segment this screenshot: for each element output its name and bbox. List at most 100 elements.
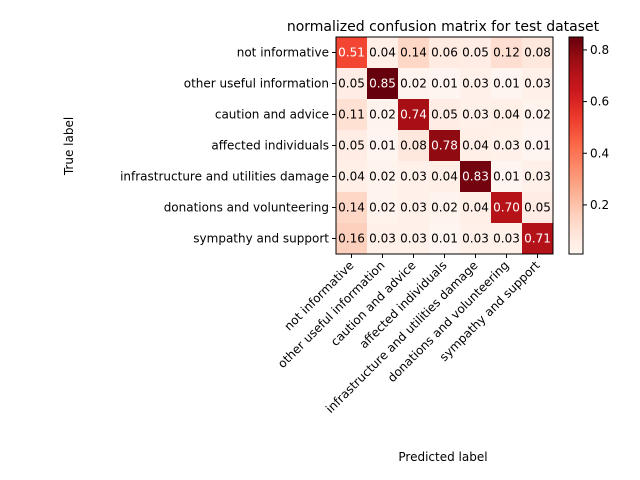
cell-value-label: 0.02 [400,77,427,91]
heatmap-cell [429,192,461,224]
heatmap-cell [460,161,492,193]
cell-value-label: 0.02 [369,108,396,122]
heatmap-cell [522,161,554,193]
cell-value-label: 0.51 [338,46,365,60]
cell-value-label: 0.04 [431,170,458,184]
cell-value-label: 0.04 [462,201,489,215]
heatmap-cell [398,68,430,100]
heatmap-cell [460,130,492,162]
heatmap-cell [522,130,554,162]
heatmap-cell [398,161,430,193]
cell-value-label: 0.08 [400,139,427,153]
heatmap-cell [429,37,461,69]
y-axis-label: True label [62,117,76,176]
heatmap-cell [336,68,368,100]
heatmap-cell [336,130,368,162]
y-tick-label: other useful information [184,77,329,91]
heatmap-cell [336,192,368,224]
cell-value-label: 0.11 [338,108,365,122]
heatmap-cell [429,130,461,162]
heatmap-cell [367,37,399,69]
cell-value-label: 0.02 [369,170,396,184]
heatmap-cell [398,37,430,69]
cell-value-label: 0.12 [493,46,520,60]
y-tick-label: infrastructure and utilities damage [120,170,329,184]
heatmap-cell [522,192,554,224]
cell-value-label: 0.71 [524,232,551,246]
heatmap-cells: 0.51 0.04 0.14 0.06 0.05 0.12 0.08 0.05 0.85 0.02… [336,37,554,255]
cell-value-label: 0.06 [431,46,458,60]
cell-value-label: 0.03 [369,232,396,246]
heatmap-cell [491,68,523,100]
cell-value-label: 0.05 [524,201,551,215]
heatmap-cell [398,192,430,224]
cell-value-label: 0.04 [493,108,520,122]
cell-value-label: 0.02 [369,201,396,215]
cell-value-label: 0.01 [431,232,458,246]
cell-value-label: 0.16 [338,232,365,246]
heatmap-cell [429,161,461,193]
heatmap-cell [491,99,523,131]
heatmap-cell [336,161,368,193]
cell-value-label: 0.03 [400,170,427,184]
cell-value-label: 0.83 [462,170,489,184]
heatmap-cell [491,223,523,255]
heatmap-cell [491,130,523,162]
cell-value-label: 0.05 [338,139,365,153]
cell-value-label: 0.04 [369,46,396,60]
cell-value-label: 0.03 [524,77,551,91]
heatmap-cell [429,223,461,255]
cell-value-label: 0.85 [369,77,396,91]
heatmap-cell [460,68,492,100]
heatmap-cell [522,37,554,69]
cell-value-label: 0.03 [493,232,520,246]
heatmap-cell [367,68,399,100]
cell-value-label: 0.01 [493,77,520,91]
heatmap-cell [522,223,554,255]
heatmap-cell [460,192,492,224]
heatmap-cell [398,99,430,131]
heatmap-cell [460,99,492,131]
heatmap-cell [491,37,523,69]
cell-value-label: 0.03 [462,77,489,91]
heatmap-cell [398,130,430,162]
heatmap-cell [367,99,399,131]
cell-value-label: 0.70 [493,201,520,215]
cell-value-label: 0.01 [369,139,396,153]
x-axis-label: Predicted label [398,450,487,464]
heatmap-cell [398,223,430,255]
cell-value-label: 0.03 [462,108,489,122]
cell-value-label: 0.03 [400,232,427,246]
colorbar-tick-label: 0.8 [590,43,609,57]
heatmap-cell [460,223,492,255]
heatmap-cell [429,68,461,100]
colorbar-tick-label: 0.2 [590,198,609,212]
heatmap-cell [336,37,368,69]
colorbar [568,36,584,255]
cell-value-label: 0.02 [431,201,458,215]
colorbar-tick-label: 0.4 [590,146,609,160]
cell-value-label: 0.04 [462,139,489,153]
cell-value-label: 0.14 [338,201,365,215]
cell-value-label: 0.03 [493,139,520,153]
cell-value-label: 0.02 [524,108,551,122]
y-axis-ticks: not informative other useful information c… [120,46,336,246]
cell-value-label: 0.05 [431,108,458,122]
heatmap-cell [522,68,554,100]
heatmap-cell [367,130,399,162]
heatmap-cell [429,99,461,131]
colorbar-ticks: 0.2 0.4 0.6 0.8 [583,43,609,212]
heatmap-cell [336,99,368,131]
cell-value-label: 0.03 [524,170,551,184]
cell-value-label: 0.08 [524,46,551,60]
heatmap-cell [522,99,554,131]
cell-value-label: 0.05 [462,46,489,60]
cell-value-label: 0.04 [338,170,365,184]
heatmap-cell [367,192,399,224]
heatmap-cell [367,223,399,255]
cell-value-label: 0.14 [400,46,427,60]
cell-value-label: 0.05 [338,77,365,91]
heatmap-cell [460,37,492,69]
